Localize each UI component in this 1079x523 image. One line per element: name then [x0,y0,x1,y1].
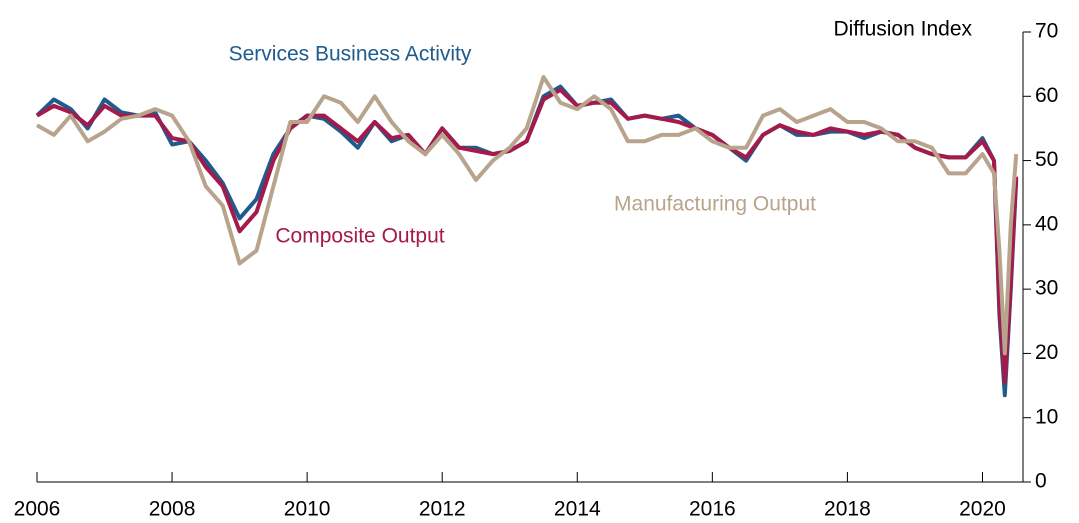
x-tick-label: 2006 [14,498,61,521]
y-axis-label: Diffusion Index [833,18,972,41]
x-tick-label: 2020 [959,498,1006,521]
y-tick-label: 10 [1035,405,1058,428]
y-tick-label: 0 [1035,470,1047,493]
x-tick-label: 2018 [824,498,871,521]
y-tick-label: 50 [1035,148,1058,171]
series-line [36,87,1019,385]
series-line [36,75,1019,356]
y-tick-label: 30 [1035,277,1058,300]
x-tick-label: 2012 [419,498,466,521]
y-tick-label: 20 [1035,341,1058,364]
y-tick-label: 40 [1035,212,1058,235]
series-label: Manufacturing Output [614,193,816,216]
y-tick-label: 70 [1035,20,1058,43]
x-tick-label: 2008 [149,498,196,521]
series-label: Services Business Activity [229,43,472,66]
y-tick-label: 60 [1035,84,1058,107]
x-tick-label: 2014 [554,498,601,521]
series-label: Composite Output [275,225,444,248]
x-tick-label: 2010 [284,498,331,521]
x-tick-label: 2016 [689,498,736,521]
